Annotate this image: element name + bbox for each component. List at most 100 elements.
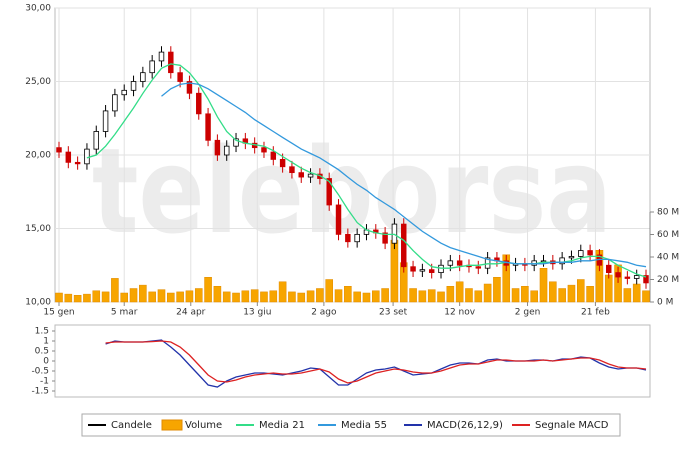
candle-body [233,138,239,147]
volume-bar [55,292,63,303]
candle-body [177,72,183,82]
volume-bar [483,283,492,303]
candle-body [345,233,351,243]
legend-item: Media 21 [236,420,305,431]
volume-bar [222,291,231,303]
candle [643,269,649,289]
x-tick-label: 15 gen [43,308,74,318]
line [161,82,647,268]
volume-bar [567,284,576,303]
candle [196,87,202,120]
y-tick-label: 20,00 [25,151,51,161]
candle-body [140,72,146,82]
candle-body [401,223,407,268]
candle [270,146,277,166]
y-tick-label: 25,00 [25,77,51,87]
y2-tick-label: 60 M [657,230,679,240]
candle-body [186,81,193,94]
candle [214,134,221,161]
candle [456,254,463,272]
volume-bar [83,293,91,303]
volume-bar [260,291,268,303]
y2-tick-label: 80 M [657,208,679,218]
candle [391,218,398,250]
volume-bar [493,277,501,303]
candle [633,269,640,285]
volume-bar [623,288,632,303]
volume-bar [521,286,529,303]
y-tick-label: 15,00 [25,224,51,234]
volume-bar [558,288,566,303]
legend-box [81,413,621,437]
candle [112,88,118,117]
candle [93,125,99,155]
legend-label: Candele [111,420,152,431]
volume-bar [73,295,82,303]
volume-bar [381,288,389,303]
candle-body [261,147,267,153]
candle-body [335,204,342,235]
volume-bar [194,288,203,303]
candle [223,140,230,161]
volume-bar [185,290,194,303]
legend-item: Segnale MACD [512,420,609,431]
candle-body [410,266,416,272]
candle [401,218,407,273]
candle [410,260,416,278]
candle-body [578,250,584,257]
legend-item: MACD(26,12,9) [404,420,503,431]
legend-item: Candele [88,420,152,431]
volume-bar [549,281,557,303]
candle-body [196,92,202,115]
volume-bar [139,284,147,303]
candle [326,172,332,211]
volume-bar [213,286,222,303]
candle [307,168,314,183]
candle-body [475,266,482,269]
volume-bar [250,289,259,303]
volume-bar [437,291,445,303]
candle [121,84,127,101]
volume-bar [344,286,352,303]
volume-bar [325,279,333,303]
x-tick-label: 2 gen [515,308,541,318]
candle-body [382,232,388,244]
x-tick-label: 24 apr [176,308,206,318]
x-tick-label: 13 giu [243,308,271,318]
volume-bar [465,288,473,303]
x-tick-label: 2 ago [311,308,337,318]
candle-body [354,233,360,243]
volume-bar [474,290,483,303]
candle-body [56,147,62,153]
candle [149,55,155,79]
candle [345,228,351,248]
y-tick-label: 30,00 [25,4,51,14]
volume-bar [241,290,250,303]
candle [261,141,267,158]
legend-label: MACD(26,12,9) [427,420,503,431]
candle-body [419,269,426,272]
candle [606,259,612,279]
volume-bar [120,292,129,303]
y-tick-label: 0.5 [35,347,49,357]
candle [158,46,165,67]
volume-bar [502,254,511,303]
candle-body [633,275,640,279]
candle [186,75,193,100]
candle-body [65,151,72,163]
candle-body [102,110,109,132]
x-tick-label: 5 mar [111,308,138,318]
candle [578,244,584,263]
candle-body [447,260,454,266]
candle-body [214,139,221,156]
volume-bar [353,291,361,303]
candle-body [130,81,137,91]
candle-body [289,166,295,174]
y-tick-label: 10,00 [25,298,51,308]
candle [233,132,239,153]
volume-bar [334,289,343,303]
candle [438,259,444,279]
volume-bar [539,268,548,303]
volume-bar [129,288,138,303]
candle-body [205,113,211,141]
